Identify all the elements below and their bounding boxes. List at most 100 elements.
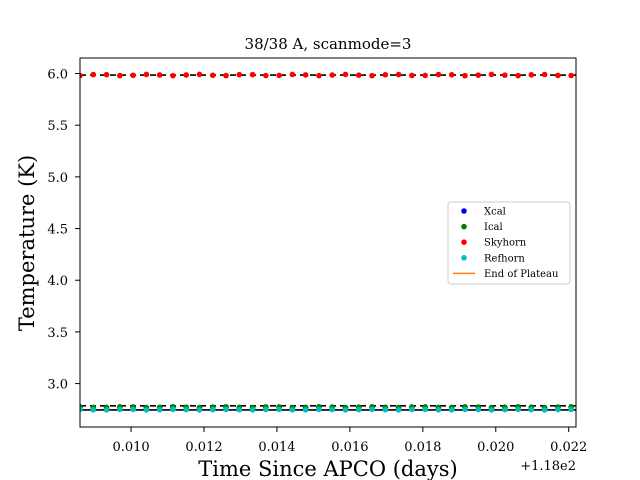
- refhorn-point: [90, 406, 97, 413]
- x-offset-label: +1.18e2: [520, 459, 576, 474]
- skyhorn-point: [130, 72, 136, 79]
- skyhorn-point: [475, 72, 482, 78]
- refhorn-point: [395, 407, 402, 413]
- refhorn-point: [422, 406, 428, 413]
- y-tick-label: 3.5: [47, 326, 68, 341]
- skyhorn-point: [103, 71, 110, 78]
- refhorn-point: [475, 406, 482, 413]
- skyhorn-point: [448, 72, 455, 78]
- refhorn-point: [276, 406, 282, 413]
- refhorn-point: [528, 406, 535, 413]
- refhorn-point: [329, 406, 336, 413]
- x-axis-label: Time Since APCO (days): [198, 457, 457, 480]
- refhorn-point: [236, 406, 243, 413]
- legend-marker-xcal: [461, 208, 467, 214]
- legend-label-refhorn: Refhorn: [484, 253, 525, 264]
- legend: Xcal Ical Skyhorn Refhorn End of Plateau: [447, 201, 571, 285]
- refhorn-point: [316, 406, 322, 413]
- skyhorn-point: [249, 71, 256, 78]
- skyhorn-point: [462, 72, 468, 79]
- refhorn-point: [117, 406, 123, 413]
- skyhorn-point: [502, 72, 508, 78]
- refhorn-point: [462, 406, 468, 413]
- skyhorn-point: [488, 71, 495, 78]
- refhorn-point: [170, 406, 176, 413]
- legend-label-xcal: Xcal: [484, 207, 506, 218]
- refhorn-point: [223, 406, 229, 413]
- skyhorn-point: [435, 71, 442, 78]
- skyhorn-point: [409, 72, 415, 79]
- refhorn-point: [382, 406, 389, 413]
- skyhorn-point: [156, 72, 163, 78]
- skyhorn-point: [329, 72, 336, 78]
- skyhorn-point: [568, 72, 574, 79]
- x-tick-label: 0.016: [331, 440, 368, 455]
- skyhorn-point: [117, 72, 123, 79]
- y-tick-label: 3.0: [47, 378, 68, 393]
- refhorn-point: [369, 406, 375, 413]
- refhorn-point: [448, 407, 455, 413]
- skyhorn-point: [422, 72, 428, 79]
- x-tick-label: 0.018: [404, 440, 441, 455]
- refhorn-point: [196, 407, 203, 413]
- skyhorn-point: [223, 72, 229, 79]
- skyhorn-point: [289, 71, 296, 78]
- legend-label-end-of-plateau: End of Plateau: [484, 269, 559, 280]
- x-tick-label: 0.020: [477, 440, 514, 455]
- chart-title: 38/38 A, scanmode=3: [245, 35, 412, 53]
- skyhorn-point: [263, 72, 269, 79]
- legend-label-ical: Ical: [484, 222, 503, 233]
- skyhorn-point: [355, 72, 362, 79]
- legend-marker-skyhorn: [461, 239, 467, 245]
- y-tick-label: 4.5: [47, 223, 68, 238]
- skyhorn-point: [555, 72, 561, 79]
- refhorn-point: [409, 406, 415, 413]
- y-tick-label: 6.0: [47, 68, 68, 83]
- refhorn-point: [302, 406, 309, 413]
- skyhorn-point: [236, 71, 243, 78]
- skyhorn-point: [316, 72, 322, 79]
- refhorn-point: [183, 406, 190, 413]
- refhorn-point: [249, 407, 256, 413]
- skyhorn-point: [515, 72, 521, 79]
- legend-label-skyhorn: Skyhorn: [484, 238, 527, 249]
- skyhorn-point: [80, 72, 83, 79]
- y-tick-label: 5.0: [47, 171, 68, 186]
- refhorn-point: [555, 406, 561, 413]
- refhorn-point: [263, 406, 269, 413]
- refhorn-point: [289, 407, 296, 413]
- skyhorn-point: [276, 72, 282, 79]
- skyhorn-point: [382, 71, 389, 78]
- legend-marker-ical: [461, 223, 467, 230]
- skyhorn-point: [143, 71, 150, 78]
- skyhorn-point: [170, 72, 176, 79]
- plot-frame: [79, 57, 577, 428]
- y-axis-label: Temperature (K): [15, 155, 39, 331]
- skyhorn-point: [369, 72, 375, 79]
- legend-marker-refhorn: [461, 254, 467, 261]
- x-tick-label: 0.012: [185, 440, 222, 455]
- refhorn-point: [435, 407, 442, 413]
- refhorn-point: [541, 407, 548, 413]
- refhorn-point: [209, 406, 216, 413]
- skyhorn-point: [183, 72, 190, 78]
- skyhorn-point: [90, 71, 97, 78]
- refhorn-point: [488, 407, 495, 413]
- refhorn-point: [130, 406, 136, 413]
- skyhorn-point: [528, 72, 535, 78]
- refhorn-point: [568, 406, 574, 413]
- skyhorn-point: [342, 71, 349, 78]
- refhorn-point: [103, 407, 110, 413]
- refhorn-point: [342, 407, 349, 413]
- x-tick-label: 0.010: [112, 440, 149, 455]
- y-tick-label: 5.5: [47, 119, 68, 134]
- x-tick-label: 0.014: [258, 440, 295, 455]
- refhorn-point: [515, 406, 521, 413]
- refhorn-point: [143, 407, 150, 413]
- refhorn-point: [502, 406, 508, 413]
- skyhorn-point: [302, 72, 309, 78]
- skyhorn-point: [209, 72, 216, 79]
- skyhorn-point: [196, 71, 203, 78]
- y-tick-label: 4.0: [47, 274, 68, 289]
